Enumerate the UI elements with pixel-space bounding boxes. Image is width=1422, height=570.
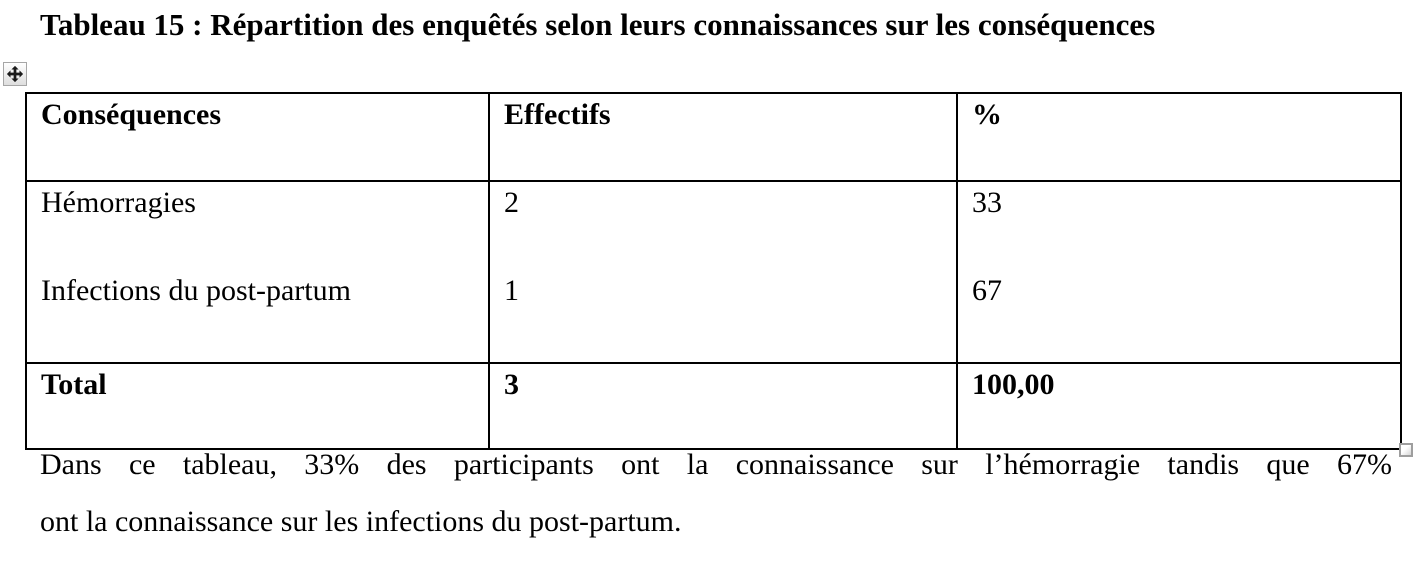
move-icon <box>6 65 24 83</box>
row-label: Infections du post-partum <box>41 274 351 307</box>
row-label: Hémorragies <box>41 186 196 219</box>
col-header-consequences: Conséquences <box>25 92 490 182</box>
commentary-line: Dans ce tableau, 33% des participants on… <box>40 448 1392 481</box>
col-header-percent: % <box>956 92 1402 182</box>
table-row: Hémorragies Infections du post-partum 2 … <box>25 180 1402 364</box>
table-move-handle[interactable] <box>3 62 27 86</box>
total-label: Total <box>25 362 490 450</box>
cell-effectifs: 2 1 <box>488 180 958 364</box>
total-effectif: 3 <box>488 362 958 450</box>
row-value: 1 <box>504 274 519 307</box>
table-caption: Tableau 15 : Répartition des enquêtés se… <box>40 7 1156 42</box>
commentary-paragraph: Dans ce tableau, 33% des participants on… <box>40 436 1392 550</box>
commentary-line: ont la connaissance sur les infections d… <box>40 505 682 538</box>
row-value: 33 <box>972 186 1002 219</box>
row-value: 67 <box>972 274 1002 307</box>
table-resize-handle[interactable] <box>1399 443 1413 457</box>
table-total-row: Total 3 100,00 <box>25 362 1402 450</box>
cell-percent: 33 67 <box>956 180 1402 364</box>
total-percent: 100,00 <box>956 362 1402 450</box>
table-header-row: Conséquences Effectifs % <box>25 92 1402 182</box>
cell-consequences: Hémorragies Infections du post-partum <box>25 180 490 364</box>
row-value: 2 <box>504 186 519 219</box>
data-table: Conséquences Effectifs % Hémorragies Inf… <box>25 92 1402 450</box>
col-header-effectifs: Effectifs <box>488 92 958 182</box>
